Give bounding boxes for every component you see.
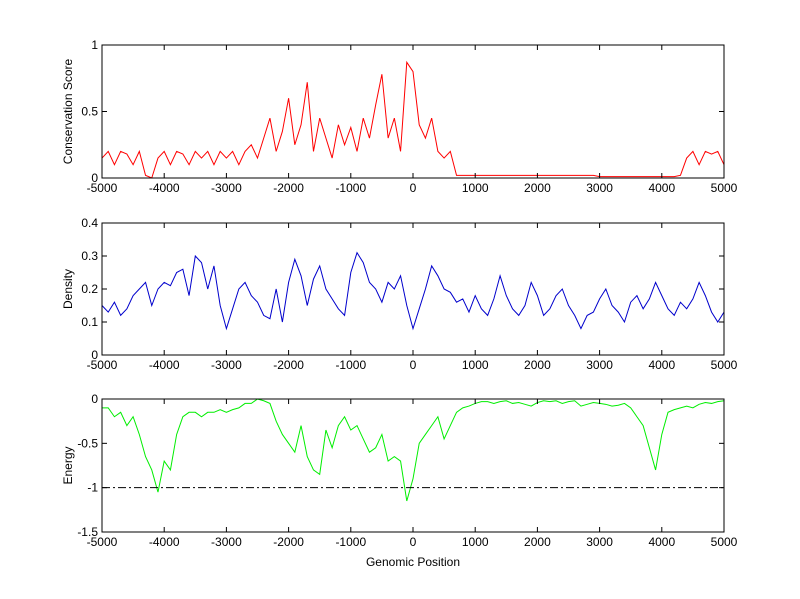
x-tick-label: 1000 [462, 181, 489, 195]
y-axis-label: Energy [61, 446, 75, 484]
x-axis-label: Genomic Position [366, 555, 460, 569]
x-tick-label: -2000 [273, 181, 304, 195]
x-tick-label: -5000 [87, 181, 118, 195]
x-tick-label: 5000 [711, 358, 738, 372]
x-tick-label: 5000 [711, 181, 738, 195]
axes-box [101, 44, 725, 179]
y-axis-label: Density [61, 269, 75, 309]
x-tick-label: -4000 [149, 535, 180, 549]
y-tick-label: -1.5 [77, 525, 98, 539]
axes-background [102, 45, 724, 178]
x-tick-label: 2000 [524, 181, 551, 195]
x-tick-label: -4000 [149, 181, 180, 195]
series-line [101, 60, 725, 179]
x-tick-label: -1000 [335, 181, 366, 195]
y-axis-label: Conservation Score [61, 58, 75, 164]
x-tick-label: 1000 [462, 535, 489, 549]
x-tick-label: -1000 [335, 535, 366, 549]
axes-box [101, 398, 725, 533]
x-tick-label: 3000 [586, 535, 613, 549]
y-tick-label: 1 [91, 38, 98, 52]
x-tick-label: 4000 [648, 358, 675, 372]
x-tick-label: 3000 [586, 358, 613, 372]
x-tick-label: -3000 [211, 181, 242, 195]
x-tick-label: -1000 [335, 358, 366, 372]
x-tick-label: 0 [410, 535, 417, 549]
x-tick-label: -3000 [211, 535, 242, 549]
x-tick-label: 0 [410, 181, 417, 195]
x-tick-label: -5000 [87, 358, 118, 372]
x-tick-label: 3000 [586, 181, 613, 195]
x-tick-label: -5000 [87, 535, 118, 549]
series-line [101, 251, 725, 331]
x-tick-label: 2000 [524, 535, 551, 549]
y-tick-label: 0 [91, 171, 98, 185]
series-line [102, 398, 725, 502]
x-tick-label: 1000 [462, 358, 489, 372]
x-tick-label: 5000 [711, 535, 738, 549]
x-tick-label: 4000 [648, 535, 675, 549]
y-tick-label: 0.2 [81, 282, 98, 296]
x-tick-label: -4000 [149, 358, 180, 372]
axes-background [102, 399, 724, 532]
axes-background [102, 223, 724, 355]
y-tick-label: 0 [91, 348, 98, 362]
y-tick-label: 0.5 [81, 105, 98, 119]
y-tick-label: 0.1 [81, 315, 98, 329]
x-tick-label: 4000 [648, 181, 675, 195]
axes-box [101, 222, 725, 356]
x-tick-label: -2000 [273, 358, 304, 372]
y-tick-label: 0.3 [81, 249, 98, 263]
y-tick-label: 0.4 [81, 216, 98, 230]
x-tick-label: -3000 [211, 358, 242, 372]
x-tick-label: 0 [410, 358, 417, 372]
y-tick-label: 0 [91, 392, 98, 406]
x-tick-label: 2000 [524, 358, 551, 372]
y-tick-label: -1 [87, 481, 98, 495]
x-tick-label: -2000 [273, 535, 304, 549]
y-tick-label: -0.5 [77, 436, 98, 450]
